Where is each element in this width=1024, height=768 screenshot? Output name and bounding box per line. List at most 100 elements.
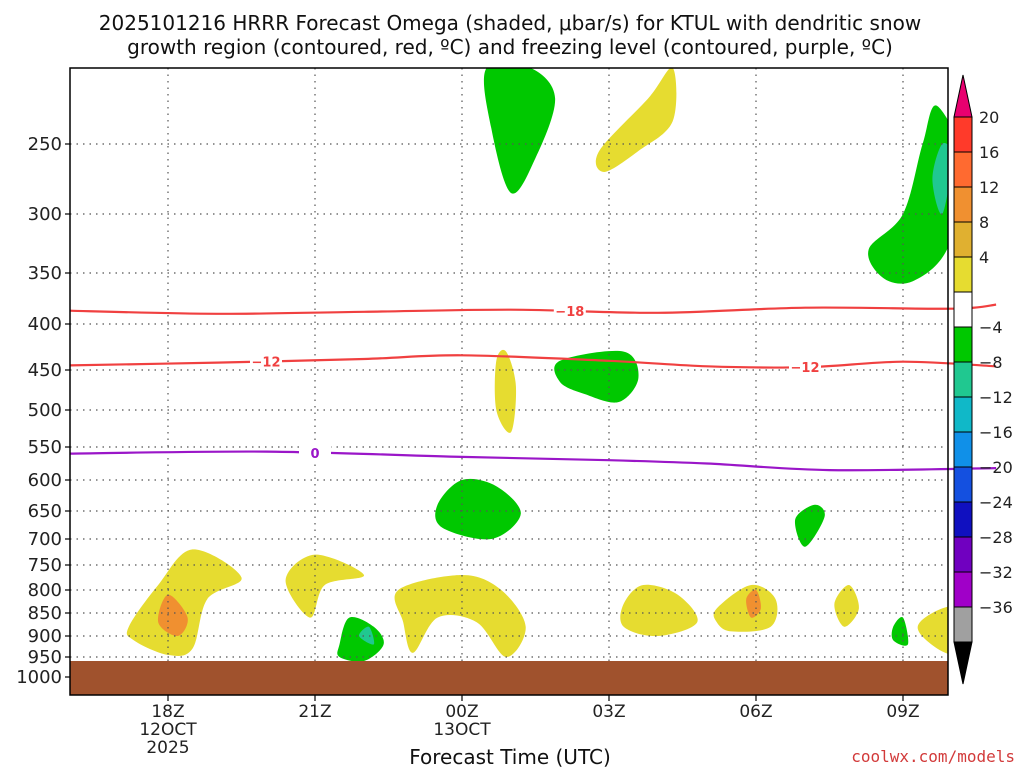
omega-region-8 (435, 478, 521, 540)
y-tick-label-650: 650 (28, 501, 62, 522)
y-tick-label-900: 900 (28, 626, 62, 647)
x-axis-label: Forecast Time (UTC) (409, 745, 611, 768)
contour-label-bg (250, 353, 282, 369)
y-tick-label-600: 600 (28, 470, 62, 491)
omega-shading (126, 68, 997, 662)
omega-region-17 (359, 626, 375, 645)
omega-region-21 (746, 589, 762, 618)
contour-line--18 (69, 303, 997, 315)
colorbar-label: 20 (979, 108, 999, 127)
omega-region-7 (554, 350, 639, 403)
colorbar-segment-1 (953, 116, 973, 153)
colorbar-segment-7 (953, 326, 973, 363)
chart-title-line1: 2025101216 HRRR Forecast Omega (shaded, … (99, 11, 921, 35)
y-tick-label-250: 250 (28, 134, 62, 155)
y-tick-label-950: 950 (28, 647, 62, 668)
contour-line-0 (69, 450, 997, 472)
colorbar-label: 4 (979, 248, 989, 267)
y-tick-label-550: 550 (28, 437, 62, 458)
colorbar-segment-13 (953, 536, 973, 573)
y-axis: 2503003504004505005506006507007508008509… (16, 134, 70, 688)
x-tick-label-12OCT: 12OCT (139, 720, 197, 740)
colorbar-segment-4 (953, 221, 973, 258)
omega-region-14 (157, 594, 188, 637)
colorbar-label: −20 (979, 458, 1013, 477)
colorbar-segment-8 (953, 361, 973, 398)
colorbar-label: −32 (979, 563, 1013, 582)
x-tick-label-00Z: 00Z (445, 702, 478, 722)
omega-region-23 (891, 616, 909, 646)
colorbar-label: −24 (979, 493, 1013, 512)
colorbar-label: 16 (979, 143, 999, 162)
y-tick-label-750: 750 (28, 555, 62, 576)
colorbar: 20 16 12 8 4 −4 −8 −12 −16 −20 −24 −28 −32 −36 (953, 74, 1013, 685)
contour-label-0: 0 (310, 447, 319, 462)
omega-region-19 (620, 584, 698, 637)
colorbar-segment-12 (953, 501, 973, 538)
omega-region-4 (932, 143, 948, 215)
colorbar-label: −8 (979, 353, 1003, 372)
contour-line--12 (69, 354, 997, 369)
contour-label--12: −12 (252, 355, 281, 370)
colorbar-segment-2 (953, 151, 973, 188)
omega-region-18 (394, 575, 526, 658)
omega-region-5 (991, 261, 996, 304)
omega-region-2 (595, 68, 677, 172)
y-tick-label-700: 700 (28, 529, 62, 550)
y-tick-label-500: 500 (28, 400, 62, 421)
gridlines (70, 68, 948, 695)
plot-frame (69, 67, 949, 696)
omega-region-16 (337, 616, 384, 662)
x-tick-label-09Z: 09Z (886, 702, 919, 722)
colorbar-label: −4 (979, 318, 1003, 337)
omega-region-1 (483, 68, 556, 194)
y-tick-label-350: 350 (28, 263, 62, 284)
omega-region-12 (794, 504, 825, 547)
colorbar-segment-11 (953, 466, 973, 503)
contour-label-bg (299, 444, 331, 460)
colorbar-segment-5 (953, 256, 973, 293)
temperature-contours: −18 −12 −12 0 (69, 302, 997, 472)
contour-label--18: −18 (555, 305, 584, 320)
colorbar-segment-14 (953, 571, 973, 608)
x-tick-label-03Z: 03Z (592, 702, 625, 722)
omega-region-27 (986, 622, 997, 638)
colorbar-segment-3 (953, 186, 973, 223)
colorbar-segment-6 (953, 291, 973, 328)
contour-label--12: −12 (791, 361, 820, 376)
terrain-fill (70, 661, 948, 695)
colorbar-segment-15 (953, 606, 973, 643)
y-tick-label-800: 800 (28, 580, 62, 601)
colorbar-label: −16 (979, 423, 1013, 442)
colorbar-top-arrow (953, 74, 973, 118)
x-tick-label-18Z: 18Z (151, 702, 184, 722)
omega-region-20 (713, 584, 778, 632)
colorbar-bottom-arrow (953, 641, 973, 685)
colorbar-label: −36 (979, 598, 1013, 617)
y-tick-label-1000: 1000 (16, 667, 62, 688)
x-tick-label-2025: 2025 (146, 738, 189, 758)
omega-region-22 (834, 584, 859, 627)
omega-region-13 (126, 549, 242, 656)
y-tick-label-850: 850 (28, 603, 62, 624)
site-credit: coolwx.com/models (851, 747, 1015, 766)
y-tick-label-450: 450 (28, 360, 62, 381)
contour-label-bg (553, 302, 586, 318)
y-tick-label-300: 300 (28, 204, 62, 225)
omega-region-24 (917, 606, 948, 654)
colorbar-label: 8 (979, 213, 989, 232)
colorbar-label: −12 (979, 388, 1013, 407)
colorbar-label: −28 (979, 528, 1013, 547)
colorbar-segment-9 (953, 396, 973, 433)
x-tick-label-13OCT: 13OCT (433, 720, 491, 740)
colorbar-segment-10 (953, 431, 973, 468)
contour-label-bg (789, 359, 821, 375)
terrain-surface (70, 661, 948, 695)
x-tick-label-21Z: 21Z (298, 702, 331, 722)
omega-region-6 (494, 349, 517, 433)
x-tick-label-06Z: 06Z (739, 702, 772, 722)
y-tick-label-400: 400 (28, 314, 62, 335)
omega-region-15 (285, 554, 365, 618)
